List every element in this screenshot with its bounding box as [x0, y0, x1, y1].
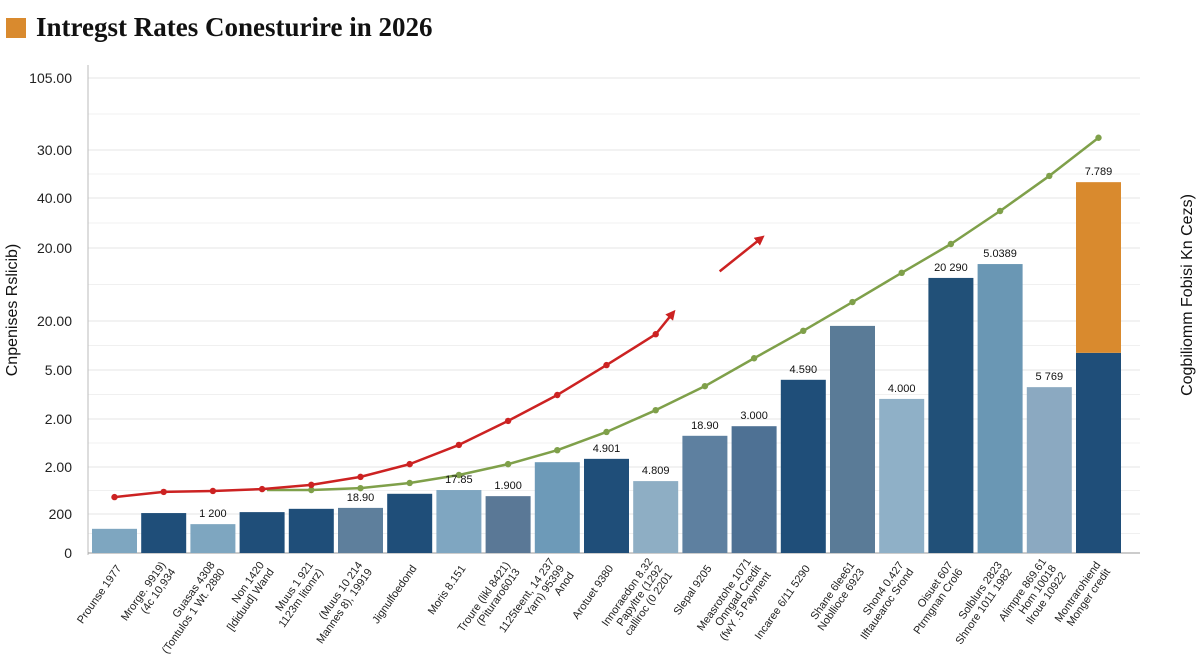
chart-title-block: Intregst Rates Conesturire in 2026: [6, 12, 432, 43]
x-tick-label: Shane 6lee61Nobllioce 6923: [806, 560, 867, 633]
line-marker: [750, 355, 758, 362]
x-tick-label-line: Moris 8.151: [426, 563, 469, 617]
bar: [780, 379, 826, 553]
y-tick-label: 30.00: [37, 142, 72, 158]
y-tick-label: 2.00: [45, 411, 72, 427]
x-tick-label: Alimpre 869.61Hom 10018Ilroue 10922: [997, 556, 1069, 637]
title-color-swatch: [6, 17, 26, 38]
bar-stacked-segment: [1076, 182, 1121, 353]
data-label: 1 200: [199, 508, 227, 520]
line-marker: [258, 485, 266, 493]
bar: [387, 493, 433, 553]
x-tick-label: Jignulfoedond: [370, 563, 419, 626]
line-marker: [455, 441, 463, 449]
line-marker: [701, 382, 709, 390]
line-marker: [554, 391, 561, 399]
y-tick-label: 40.00: [37, 190, 72, 206]
line-marker: [849, 298, 856, 306]
x-tick-label-line: Prounse 1977: [75, 563, 124, 626]
data-label: 4.901: [593, 443, 621, 455]
y-tick-label: 105.00: [29, 70, 72, 86]
data-label: 4.590: [790, 364, 818, 376]
line-marker: [111, 493, 118, 501]
x-tick-label-line: Jignulfoedond: [370, 563, 419, 626]
line-marker: [357, 484, 364, 492]
line-marker: [554, 447, 561, 454]
line-marker: [1095, 134, 1102, 141]
data-label: 4.000: [888, 383, 916, 395]
line-marker: [652, 406, 659, 414]
line-marker: [455, 471, 463, 479]
line-marker: [603, 428, 610, 436]
line-marker: [652, 331, 659, 338]
x-tick-label: Prounse 1977: [75, 563, 124, 626]
line-marker: [603, 361, 610, 369]
bar: [830, 325, 875, 553]
x-tick-label: MontrarohiendMonger credit: [1053, 560, 1113, 632]
line-marker: [1046, 172, 1053, 180]
data-label: 18.90: [347, 492, 375, 504]
line-marker: [996, 207, 1004, 215]
bar: [584, 458, 629, 553]
bar: [534, 462, 580, 553]
data-label: 4.809: [642, 465, 670, 477]
bar: [682, 435, 728, 553]
line-marker: [947, 240, 955, 248]
line-marker: [504, 460, 512, 468]
data-label: 20 290: [934, 262, 968, 274]
bar: [633, 481, 679, 553]
y-axis-label-right: Cogbiliomm Fobisi Kn Cezs): [1179, 194, 1196, 396]
line-marker: [209, 487, 217, 495]
x-tick-label: Mrorge. 9919)(4c 10,934: [119, 560, 178, 630]
y-axis-label: Cnpenises Rslicib): [4, 244, 21, 377]
chart-title: Intregst Rates Conesturire in 2026: [36, 12, 433, 42]
bar: [879, 398, 925, 553]
trend-line-red: [718, 235, 765, 273]
data-label: 7.789: [1085, 166, 1113, 178]
bar: [928, 277, 974, 553]
bar: [190, 524, 236, 553]
line-marker: [160, 488, 167, 496]
y-tick-label: 2.00: [45, 459, 72, 475]
data-label: 1.900: [494, 480, 522, 492]
bar: [977, 264, 1023, 553]
line-marker: [898, 269, 905, 277]
y-tick-label: 20.00: [37, 313, 72, 329]
bar: [485, 496, 531, 553]
bar: [239, 512, 285, 553]
x-tick-label: Moris 8.151: [426, 563, 469, 617]
bar: [92, 528, 137, 553]
line-marker: [406, 479, 413, 487]
data-label: 5 769: [1036, 371, 1064, 383]
bar: [731, 426, 777, 553]
line-marker: [504, 417, 512, 425]
x-tick-label: Non 1420[ldiduud] Wand: [215, 560, 277, 634]
line-marker: [357, 473, 364, 481]
x-tick-label: Muus 1 9211123m litonrz): [267, 560, 326, 630]
bar: [141, 513, 187, 553]
line-marker: [406, 460, 413, 468]
line-marker: [308, 481, 315, 489]
y-tick-label: 5.00: [45, 362, 72, 378]
y-tick-label: 200: [49, 506, 73, 522]
y-tick-label: 20.00: [37, 240, 72, 256]
data-label: 18.90: [691, 420, 719, 432]
trend-line-green: [267, 136, 1100, 492]
bar: [338, 507, 383, 553]
line-marker: [308, 486, 315, 494]
bar: [1026, 387, 1072, 553]
line-marker: [800, 327, 807, 334]
y-tick-label: 0: [64, 545, 72, 561]
bar: [436, 490, 482, 553]
bar: [288, 508, 334, 553]
data-label: 3.000: [740, 410, 768, 422]
data-label: 17.85: [445, 474, 473, 486]
data-label: 5.0389: [983, 248, 1017, 260]
bar: [1076, 352, 1121, 553]
